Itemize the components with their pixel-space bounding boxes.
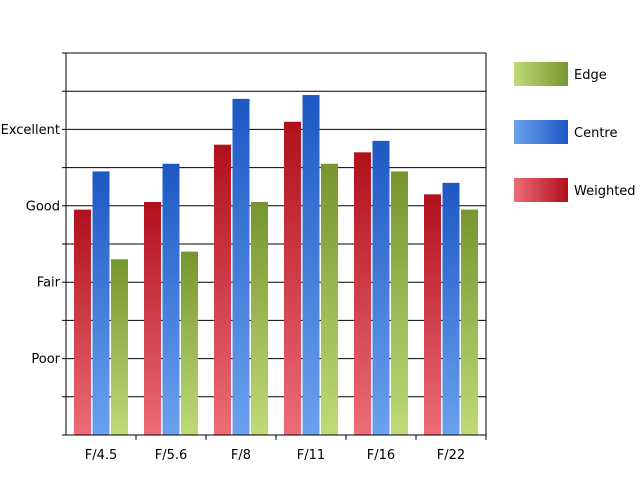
bar-edge-F11: [321, 163, 338, 435]
bar-weighted-F45: [74, 209, 91, 435]
bar-edge-F45: [111, 259, 128, 435]
x-tick-label: F/4.5: [85, 448, 118, 463]
legend-swatch-centre: [514, 120, 568, 144]
bar-weighted-F22: [424, 194, 441, 435]
x-tick-label: F/5.6: [155, 448, 188, 463]
y-tick-label: Good: [26, 199, 60, 214]
x-tick-labels: F/4.5 F/5.6 F/8 F/11 F/16 F/22: [85, 448, 465, 463]
bar-centre-F22: [442, 182, 460, 435]
gridlines: [66, 52, 486, 398]
x-tick-label: F/11: [297, 448, 325, 463]
bar-centre-F8: [232, 98, 250, 435]
bar-centre-F56: [162, 163, 180, 435]
x-tick-label: F/22: [437, 448, 465, 463]
legend-swatch-weighted: [514, 178, 568, 202]
axes: [62, 52, 487, 440]
bar-edge-F22: [461, 209, 478, 435]
bar-edge-F56: [181, 251, 198, 435]
legend-label-weighted: Weighted: [574, 184, 636, 199]
bar-centre-F16: [372, 140, 390, 436]
legend-label-edge: Edge: [574, 68, 607, 83]
bar-weighted-F11: [284, 121, 301, 435]
bar-edge-F8: [251, 201, 268, 435]
x-tick-label: F/16: [367, 448, 395, 463]
y-tick-label: Fair: [37, 276, 61, 291]
bar-weighted-F16: [354, 152, 371, 435]
legend-swatch-edge: [514, 62, 568, 86]
bar-edge-F16: [391, 171, 408, 436]
bar-centre-F11: [302, 95, 320, 436]
legend: Edge Centre Weighted: [514, 62, 636, 202]
x-tick-label: F/8: [231, 448, 251, 463]
legend-label-centre: Centre: [574, 126, 617, 141]
bars: [74, 95, 478, 436]
bar-weighted-F8: [214, 144, 231, 435]
y-tick-label: Poor: [31, 352, 60, 367]
bar-centre-F45: [92, 171, 110, 436]
bar-weighted-F56: [144, 201, 161, 435]
y-tick-label: Excellent: [1, 123, 60, 138]
y-tick-labels: Excellent Good Fair Poor: [1, 123, 61, 367]
